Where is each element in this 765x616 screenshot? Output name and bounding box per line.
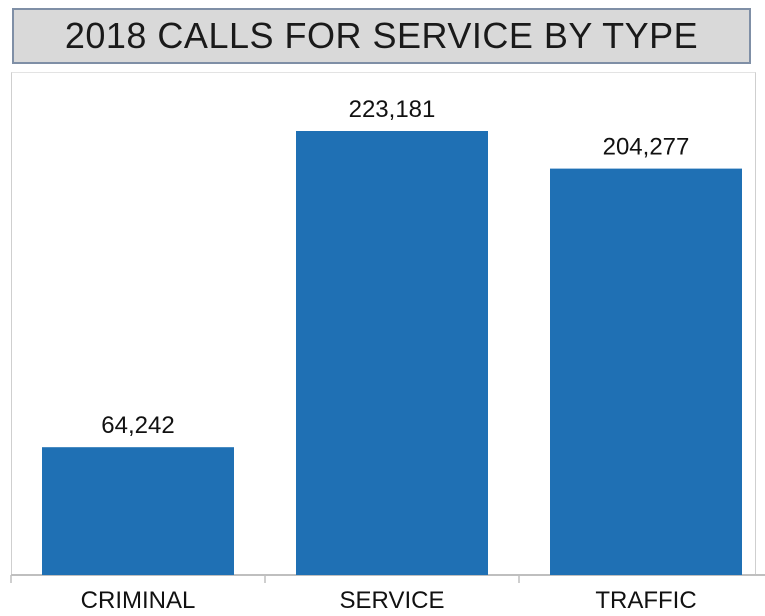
- data-label-criminal: 64,242: [101, 412, 174, 439]
- category-label-traffic: TRAFFIC: [595, 587, 696, 614]
- data-label-traffic: 204,277: [603, 134, 690, 161]
- data-label-service: 223,181: [349, 96, 436, 123]
- bar-service: [296, 131, 488, 575]
- bar-traffic: [550, 168, 742, 576]
- plot-area-frame: [11, 72, 756, 576]
- chart-title-box: 2018 CALLS FOR SERVICE BY TYPE: [12, 8, 751, 64]
- category-label-service: SERVICE: [340, 587, 445, 614]
- bar-criminal: [42, 447, 234, 575]
- chart-title: 2018 CALLS FOR SERVICE BY TYPE: [64, 15, 699, 56]
- category-label-criminal: CRIMINAL: [81, 587, 196, 614]
